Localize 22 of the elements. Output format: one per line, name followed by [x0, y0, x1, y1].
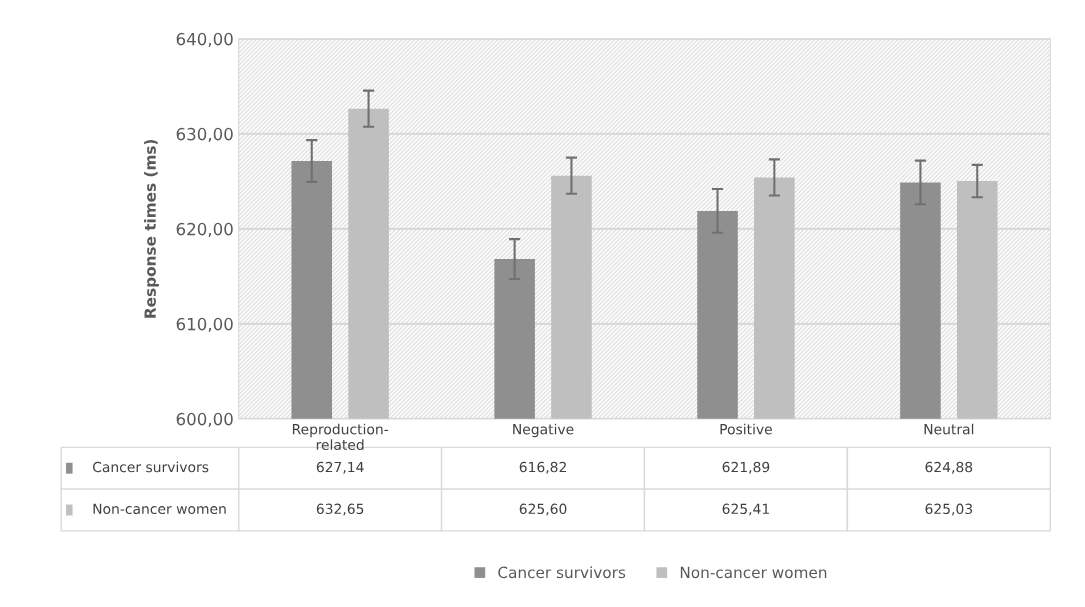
x-tick-label: Negative — [513, 423, 574, 438]
data-label: 632,65 — [316, 503, 364, 516]
data-label: 625,60 — [519, 503, 567, 516]
legend-label: Non-cancer women — [680, 566, 827, 579]
legend-label: Cancer survivors — [498, 566, 626, 579]
text: Cancer survivors — [92, 461, 209, 473]
y-axis-title: Response times (ms) — [144, 139, 159, 318]
y-tick-label: 610,00 — [176, 317, 233, 333]
y-tick-label: 600,00 — [176, 412, 233, 428]
text: Non-cancer women — [93, 503, 226, 515]
data-label: 625,03 — [925, 503, 973, 516]
data-label: 616,82 — [519, 461, 566, 474]
data-label: 624,88 — [925, 461, 973, 474]
data-label: 627,14 — [316, 461, 364, 474]
y-tick-label: 630,00 — [176, 127, 233, 143]
x-tick-label: Reproduction- related — [292, 423, 389, 450]
data-label: 625,41 — [722, 503, 769, 516]
y-tick-label: 620,00 — [176, 222, 233, 238]
x-tick-label: Neutral — [924, 423, 974, 435]
y-tick-label: 640,00 — [176, 32, 233, 48]
x-tick-label: Positive — [720, 423, 772, 435]
data-label: 621,89 — [722, 461, 770, 474]
